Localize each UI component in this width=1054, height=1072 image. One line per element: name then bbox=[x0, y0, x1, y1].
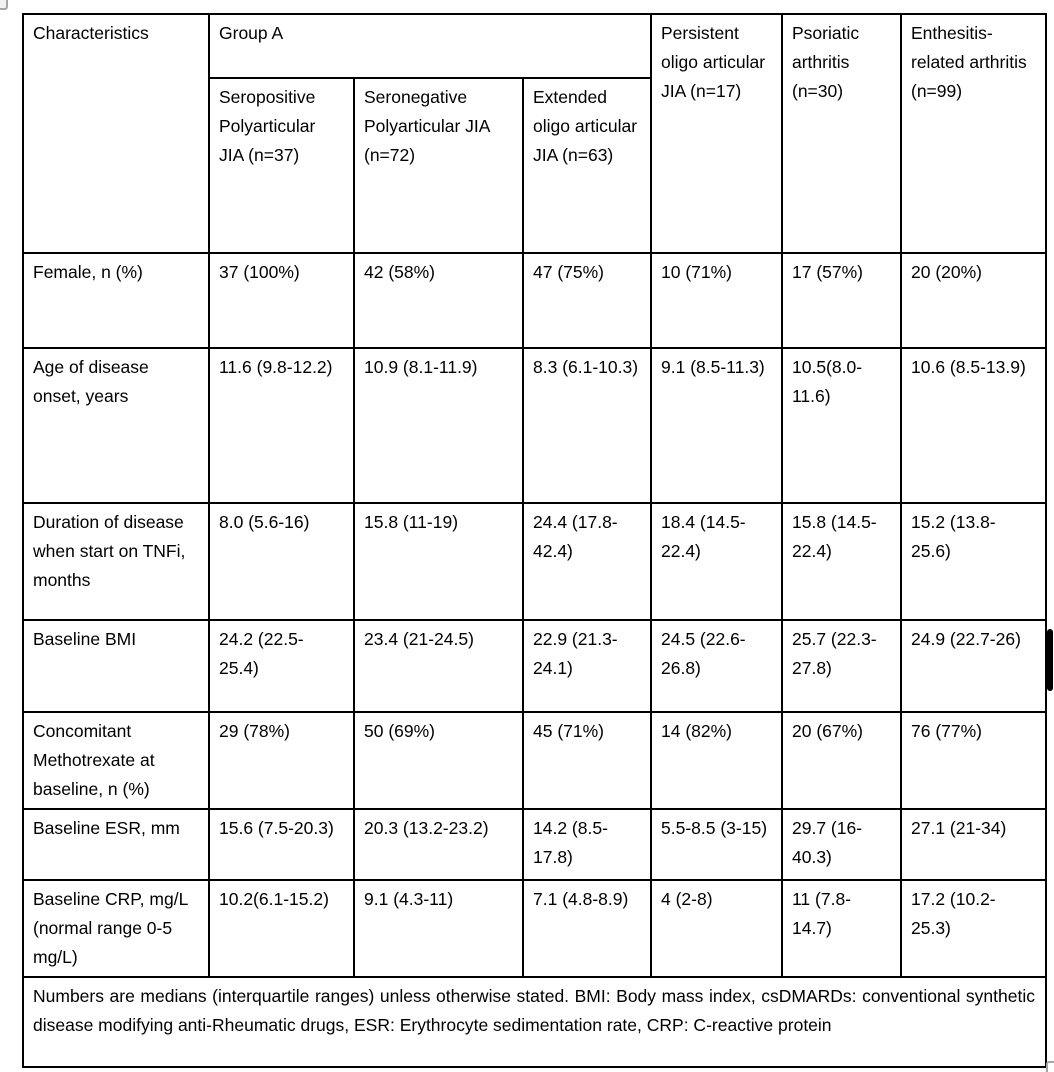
row-label-baseline-crp: Baseline CRP, mg/L (normal range 0-5 mg/… bbox=[22, 879, 210, 978]
data-cell: 15.8 (14.5-22.4) bbox=[781, 502, 902, 621]
header-seronegative-polyarticular-jia: Seronegative Polyarticular JIA (n=72) bbox=[353, 77, 524, 254]
data-cell: 4 (2-8) bbox=[650, 879, 783, 978]
row-label-baseline-bmi: Baseline BMI bbox=[22, 619, 210, 713]
data-cell: 8.0 (5.6-16) bbox=[208, 502, 355, 621]
table-row-age-of-onset: Age of disease onset, years 11.6 (9.8-12… bbox=[22, 347, 1047, 504]
data-cell: 20 (20%) bbox=[900, 252, 1047, 349]
row-label-duration-tnfi: Duration of disease when start on TNFi, … bbox=[22, 502, 210, 621]
data-cell: 17.2 (10.2-25.3) bbox=[900, 879, 1047, 978]
table-row-concomitant-methotrexate: Concomitant Methotrexate at baseline, n … bbox=[22, 711, 1047, 810]
data-cell: 23.4 (21-24.5) bbox=[353, 619, 524, 713]
data-cell: 24.4 (17.8-42.4) bbox=[522, 502, 652, 621]
data-cell: 10.5(8.0-11.6) bbox=[781, 347, 902, 504]
data-cell: 45 (71%) bbox=[522, 711, 652, 810]
header-seropositive-polyarticular-jia: Seropositive Polyarticular JIA (n=37) bbox=[208, 77, 355, 254]
table-move-handle-icon[interactable] bbox=[0, 0, 8, 10]
table-footnote-row: Numbers are medians (interquartile range… bbox=[22, 976, 1047, 1068]
data-cell: 24.2 (22.5-25.4) bbox=[208, 619, 355, 713]
data-cell: 9.1 (8.5-11.3) bbox=[650, 347, 783, 504]
header-enthesitis-related-arthritis: Enthesitis-related arthritis (n=99) bbox=[900, 13, 1047, 254]
data-cell: 5.5-8.5 (3-15) bbox=[650, 808, 783, 881]
header-group-a: Group A bbox=[208, 13, 652, 79]
data-cell: 15.6 (7.5-20.3) bbox=[208, 808, 355, 881]
data-cell: 47 (75%) bbox=[522, 252, 652, 349]
data-cell: 10.6 (8.5-13.9) bbox=[900, 347, 1047, 504]
data-cell: 15.2 (13.8-25.6) bbox=[900, 502, 1047, 621]
header-psoriatic-arthritis: Psoriatic arthritis (n=30) bbox=[781, 13, 902, 254]
table-row-baseline-esr: Baseline ESR, mm 15.6 (7.5-20.3) 20.3 (1… bbox=[22, 808, 1047, 881]
data-cell: 76 (77%) bbox=[900, 711, 1047, 810]
table-row-female: Female, n (%) 37 (100%) 42 (58%) 47 (75%… bbox=[22, 252, 1047, 349]
header-characteristics: Characteristics bbox=[22, 13, 210, 254]
data-cell: 27.1 (21-34) bbox=[900, 808, 1047, 881]
data-cell: 10.9 (8.1-11.9) bbox=[353, 347, 524, 504]
data-cell: 17 (57%) bbox=[781, 252, 902, 349]
table-row-baseline-crp: Baseline CRP, mg/L (normal range 0-5 mg/… bbox=[22, 879, 1047, 978]
header-row-1: Characteristics Group A Persistent oligo… bbox=[22, 13, 1047, 254]
header-row-2: Seropositive Polyarticular JIA (n=37) Se… bbox=[23, 77, 1046, 254]
data-cell: 15.8 (11-19) bbox=[353, 502, 524, 621]
data-cell: 11.6 (9.8-12.2) bbox=[208, 347, 355, 504]
data-cell: 25.7 (22.3-27.8) bbox=[781, 619, 902, 713]
data-cell: 14.2 (8.5-17.8) bbox=[522, 808, 652, 881]
data-cell: 11 (7.8-14.7) bbox=[781, 879, 902, 978]
row-label-baseline-esr: Baseline ESR, mm bbox=[22, 808, 210, 881]
row-label-female: Female, n (%) bbox=[22, 252, 210, 349]
table-row-duration-tnfi: Duration of disease when start on TNFi, … bbox=[22, 502, 1047, 621]
header-extended-oligo-jia: Extended oligo articular JIA (n=63) bbox=[522, 77, 652, 254]
data-cell: 29.7 (16-40.3) bbox=[781, 808, 902, 881]
header-persistent-oligo-jia: Persistent oligo articular JIA (n=17) bbox=[650, 13, 783, 254]
table-resize-handle-icon[interactable] bbox=[1046, 1061, 1054, 1072]
data-cell: 24.9 (22.7-26) bbox=[900, 619, 1047, 713]
data-cell: 24.5 (22.6-26.8) bbox=[650, 619, 783, 713]
data-cell: 42 (58%) bbox=[353, 252, 524, 349]
table-footnote: Numbers are medians (interquartile range… bbox=[22, 976, 1047, 1068]
text-cursor-icon bbox=[1047, 629, 1053, 691]
data-cell: 20 (67%) bbox=[781, 711, 902, 810]
data-cell: 50 (69%) bbox=[353, 711, 524, 810]
data-cell: 20.3 (13.2-23.2) bbox=[353, 808, 524, 881]
row-label-age-of-onset: Age of disease onset, years bbox=[22, 347, 210, 504]
table-row-baseline-bmi: Baseline BMI 24.2 (22.5-25.4) 23.4 (21-2… bbox=[22, 619, 1047, 713]
data-cell: 8.3 (6.1-10.3) bbox=[522, 347, 652, 504]
data-cell: 18.4 (14.5-22.4) bbox=[650, 502, 783, 621]
data-cell: 22.9 (21.3-24.1) bbox=[522, 619, 652, 713]
data-cell: 7.1 (4.8-8.9) bbox=[522, 879, 652, 978]
data-cell: 14 (82%) bbox=[650, 711, 783, 810]
data-cell: 10 (71%) bbox=[650, 252, 783, 349]
data-cell: 37 (100%) bbox=[208, 252, 355, 349]
data-cell: 9.1 (4.3-11) bbox=[353, 879, 524, 978]
data-cell: 10.2(6.1-15.2) bbox=[208, 879, 355, 978]
characteristics-table: Characteristics Group A Persistent oligo… bbox=[22, 13, 1047, 1068]
data-cell: 29 (78%) bbox=[208, 711, 355, 810]
row-label-concomitant-methotrexate: Concomitant Methotrexate at baseline, n … bbox=[22, 711, 210, 810]
